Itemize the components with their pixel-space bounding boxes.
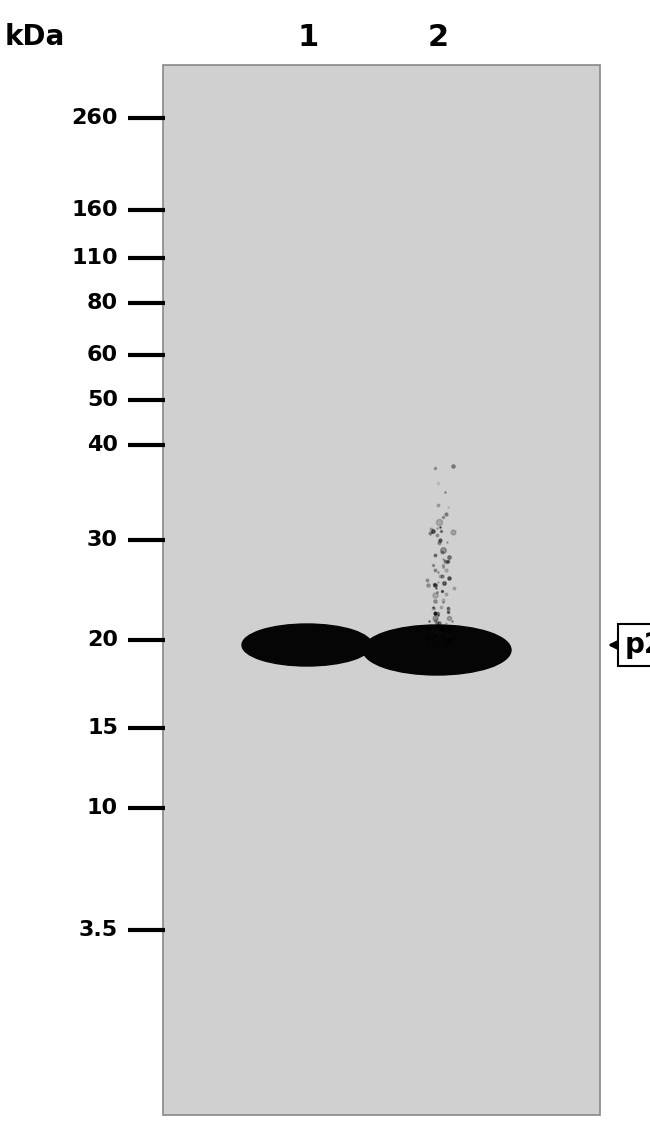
- Text: 2: 2: [428, 23, 448, 51]
- Text: 10: 10: [87, 798, 118, 818]
- Text: 110: 110: [72, 248, 118, 268]
- Text: 60: 60: [87, 345, 118, 365]
- Ellipse shape: [363, 625, 511, 675]
- Text: 80: 80: [87, 293, 118, 313]
- Text: 1: 1: [298, 23, 318, 51]
- Text: 30: 30: [87, 530, 118, 550]
- Text: 15: 15: [87, 717, 118, 738]
- Text: kDa: kDa: [5, 23, 65, 51]
- Text: 50: 50: [87, 390, 118, 410]
- Text: 160: 160: [72, 200, 118, 219]
- Text: 40: 40: [87, 435, 118, 455]
- Text: p21: p21: [625, 631, 650, 659]
- Bar: [163, 65, 600, 1115]
- Ellipse shape: [242, 624, 372, 666]
- Text: 260: 260: [72, 108, 118, 128]
- Text: 3.5: 3.5: [79, 920, 118, 940]
- Text: 20: 20: [87, 630, 118, 650]
